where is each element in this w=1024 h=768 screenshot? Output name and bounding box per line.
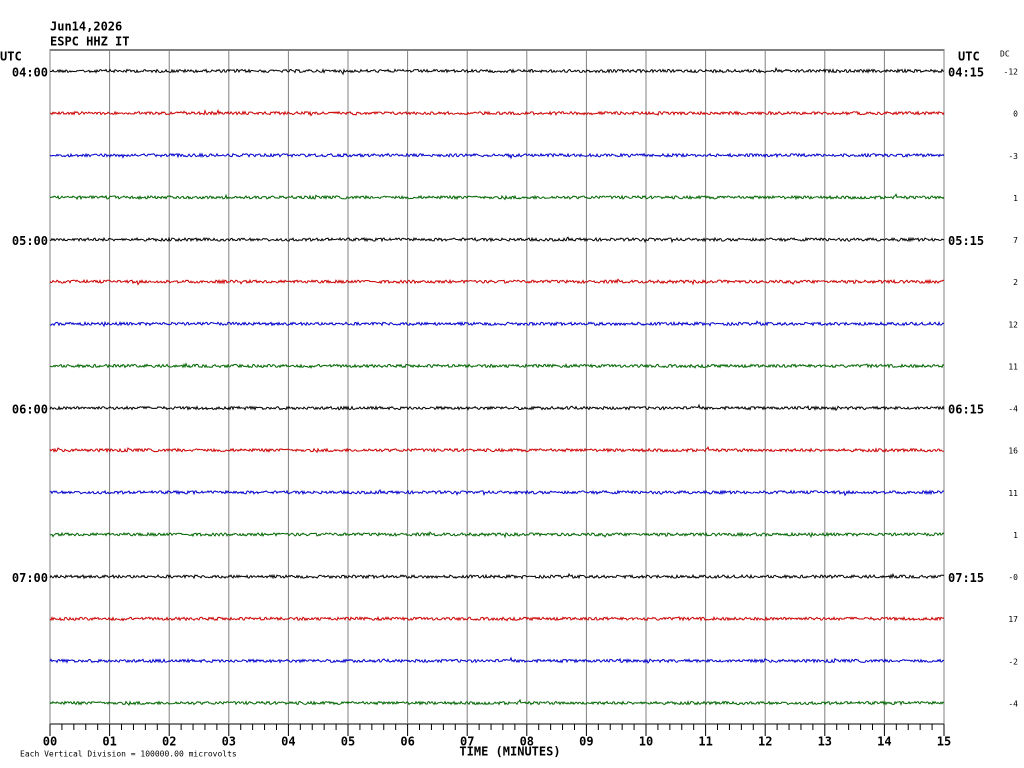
- x-tick-label: 07: [460, 735, 474, 749]
- x-tick-label: 02: [162, 735, 176, 749]
- right-time-label: 04:15: [948, 66, 984, 80]
- dc-label: 0: [1013, 110, 1018, 119]
- x-tick-label: 03: [222, 735, 236, 749]
- dc-label: 7: [1013, 236, 1018, 245]
- x-tick-label: 06: [400, 735, 414, 749]
- trace: [49, 403, 945, 412]
- dc-label: -2: [1008, 657, 1018, 666]
- x-tick-label: 12: [758, 735, 772, 749]
- date: Jun14,2026: [50, 20, 122, 34]
- x-tick-label: 09: [579, 735, 593, 749]
- left-time-label: 04:00: [12, 66, 48, 80]
- trace: [49, 615, 945, 622]
- trace: [49, 572, 945, 580]
- trace: [49, 108, 945, 117]
- x-tick-label: 05: [341, 735, 355, 749]
- trace: [49, 656, 945, 664]
- dc-label: -3: [1008, 152, 1018, 161]
- trace: [49, 531, 945, 539]
- x-tick-label: 13: [818, 735, 832, 749]
- right-time-label: 06:15: [948, 403, 984, 417]
- x-tick-label: 11: [698, 735, 712, 749]
- right-axis-title: UTC: [958, 50, 980, 64]
- left-time-label: 06:00: [12, 403, 48, 417]
- trace: [49, 236, 945, 244]
- x-tick-label: 10: [639, 735, 653, 749]
- dc-label: -12: [1004, 68, 1019, 77]
- right-time-label: 05:15: [948, 234, 984, 248]
- left-time-label: 05:00: [12, 234, 48, 248]
- trace: [49, 362, 945, 369]
- dc-label: 16: [1008, 447, 1018, 456]
- trace: [49, 193, 945, 201]
- dc-label: 1: [1013, 531, 1018, 540]
- footnote: Each Vertical Division = 100000.00 micro…: [20, 750, 237, 759]
- dc-label: 12: [1008, 320, 1018, 329]
- x-tick-label: 15: [937, 735, 951, 749]
- dc-label: -4: [1008, 405, 1018, 414]
- x-tick-label: 01: [102, 735, 116, 749]
- trace: [49, 278, 945, 286]
- x-axis-title: TIME (MINUTES): [459, 745, 560, 759]
- trace: [49, 152, 945, 160]
- dc-title: DC: [1000, 50, 1010, 59]
- dc-label: 1: [1013, 194, 1018, 203]
- left-axis-title: UTC: [0, 50, 22, 64]
- dc-label: -0: [1008, 573, 1018, 582]
- dc-label: 11: [1008, 489, 1018, 498]
- trace: [49, 445, 945, 454]
- dc-label: 17: [1008, 615, 1018, 624]
- dc-label: 11: [1008, 362, 1018, 371]
- x-tick-label: 00: [43, 735, 57, 749]
- left-time-label: 07:00: [12, 571, 48, 585]
- trace: [49, 320, 945, 328]
- trace: [49, 66, 945, 76]
- x-tick-label: 04: [281, 735, 295, 749]
- trace: [49, 698, 945, 706]
- trace: [49, 489, 945, 497]
- x-tick-label: 08: [520, 735, 534, 749]
- station: ESPC HHZ IT: [50, 35, 129, 49]
- dc-label: -4: [1008, 700, 1018, 709]
- right-time-label: 07:15: [948, 571, 984, 585]
- x-tick-label: 14: [877, 735, 891, 749]
- dc-label: 2: [1013, 278, 1018, 287]
